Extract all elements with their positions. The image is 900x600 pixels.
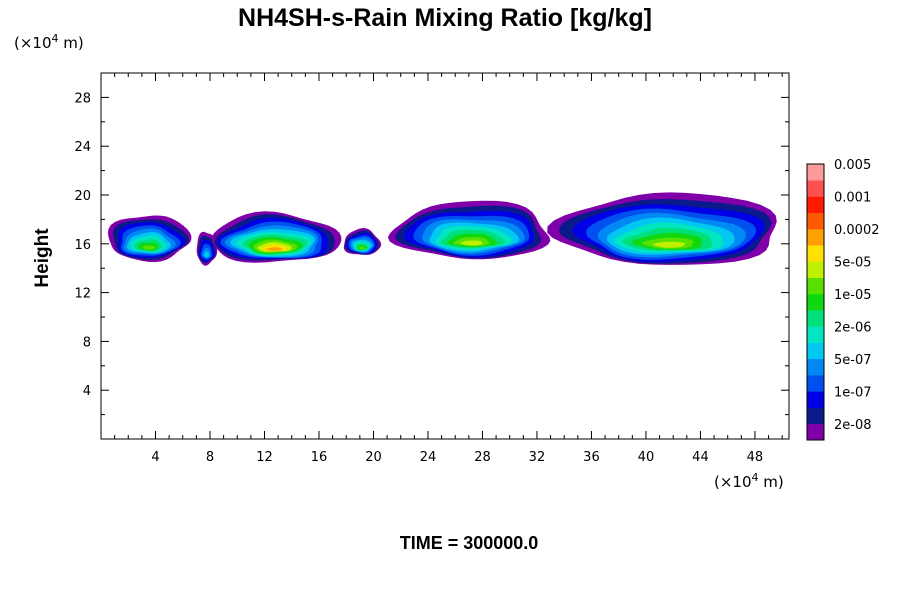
colorbar-frame [806, 163, 825, 441]
storm-cell [107, 215, 192, 263]
x-tick-label: 36 [583, 450, 600, 465]
storm-cell [547, 192, 777, 265]
chart-title: NH4SH-s-Rain Mixing Ratio [kg/kg] [238, 4, 652, 32]
x-axis: 4 8 12 16 20 24 28 32 36 40 44 48 [114, 73, 783, 465]
colorbar-label: 2e-08 [834, 418, 872, 433]
colorbar-swatch [807, 423, 824, 441]
colorbar-label: 5e-07 [834, 353, 872, 368]
contour-field [107, 192, 777, 266]
x-tick-label: 20 [365, 450, 382, 465]
colorbar-swatch [807, 310, 824, 327]
colorbar-swatch [807, 358, 824, 376]
x-tick-label: 4 [151, 450, 159, 465]
colorbar-swatch [807, 326, 824, 343]
colorbar: 2e-08 1e-07 5e-07 2e-06 1e-05 5e-05 0.0002 0.00… [806, 158, 880, 441]
contour-level-5 [203, 251, 209, 258]
x-tick-label: 48 [747, 450, 764, 465]
x-tick-label: 44 [692, 450, 709, 465]
x-tick-label: 40 [638, 450, 655, 465]
colorbar-label: 0.0002 [834, 223, 880, 238]
y-unit-label: (×104 m) [14, 32, 84, 52]
y-axis: 4 8 12 16 20 24 28 [74, 91, 789, 416]
colorbar-swatch [807, 180, 824, 197]
colorbar-swatch [807, 196, 824, 214]
colorbar-swatch [807, 342, 824, 360]
x-tick-label: 16 [311, 450, 328, 465]
colorbar-label: 0.001 [834, 191, 871, 206]
storm-cell [343, 228, 382, 255]
y-tick-label: 28 [74, 91, 91, 106]
y-tick-label: 4 [83, 384, 91, 399]
x-tick-label: 32 [529, 450, 546, 465]
colorbar-swatch [807, 212, 824, 230]
time-label: TIME = 300000.0 [400, 533, 539, 553]
colorbar-label: 2e-06 [834, 320, 872, 335]
storm-cell [211, 211, 342, 263]
y-tick-label: 12 [74, 287, 91, 302]
colorbar-swatch [807, 261, 824, 278]
colorbar-label: 1e-07 [834, 385, 872, 400]
contour-level-10 [460, 240, 483, 246]
x-unit-label: (×104 m) [714, 471, 784, 491]
y-tick-label: 16 [74, 238, 91, 253]
x-tick-label: 8 [206, 450, 214, 465]
x-tick-label: 28 [474, 450, 491, 465]
contour-level-12 [266, 247, 282, 251]
x-tick-label: 24 [420, 450, 437, 465]
y-tick-label: 20 [74, 189, 91, 204]
colorbar-label: 0.005 [834, 158, 871, 173]
contour-level-9 [142, 245, 156, 250]
colorbar-label: 5e-05 [834, 255, 872, 270]
colorbar-swatch [807, 228, 824, 246]
contour-level-9 [359, 246, 365, 250]
y-axis-label: Height [32, 228, 53, 288]
storm-cell [387, 200, 551, 260]
y-tick-label: 8 [83, 335, 91, 350]
y-tick-label: 24 [74, 140, 91, 155]
colorbar-swatch [807, 407, 824, 425]
colorbar-label: 1e-05 [834, 288, 872, 303]
x-tick-label: 12 [256, 450, 273, 465]
plot-frame [100, 72, 790, 440]
colorbar-swatch [807, 375, 824, 392]
colorbar-swatch [807, 293, 824, 311]
colorbar-swatch [807, 391, 824, 408]
colorbar-swatch [807, 277, 824, 295]
colorbar-swatch [807, 164, 824, 181]
contour-level-10 [653, 241, 686, 248]
colorbar-swatch [807, 245, 824, 262]
